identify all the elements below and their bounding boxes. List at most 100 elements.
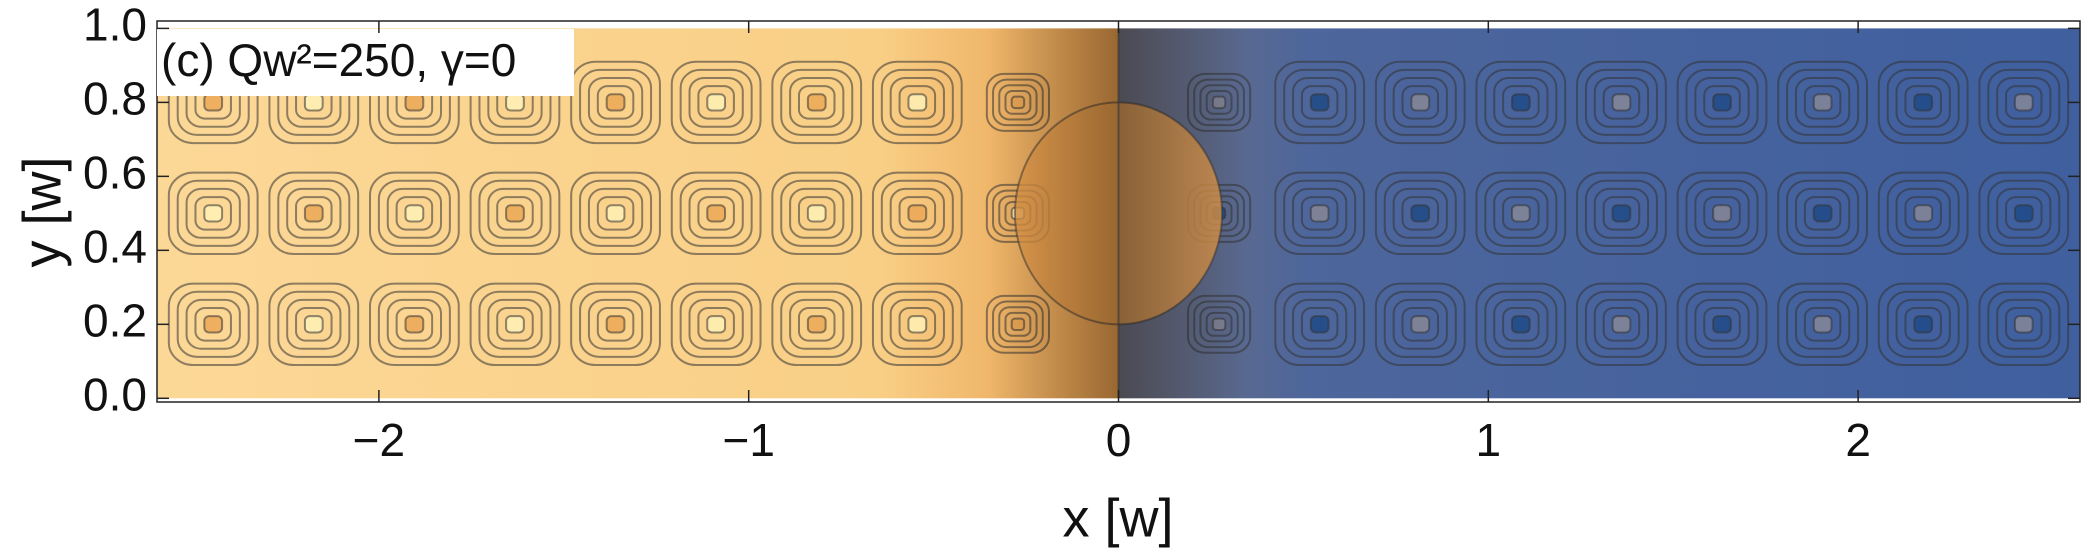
contour-line [1913,93,1934,112]
contour-line [1410,315,1431,334]
contour-line [688,76,744,128]
contour-line [1300,196,1339,231]
contour-line [1309,93,1330,112]
contour-line [771,60,863,145]
contour-line [303,315,324,334]
contour-line [1584,68,1658,136]
contour-line [688,298,744,350]
contour-line [469,282,561,367]
contour-line [194,307,232,342]
contour-line [1493,298,1549,350]
contour-line [1392,76,1448,128]
contour-line [1703,307,1741,342]
contour-line [1584,179,1658,247]
y-tick-label: 0.0 [83,368,147,420]
contour-line [1493,187,1549,239]
contour-line [1374,60,1466,145]
contour-line [1475,171,1567,256]
contour-line [1685,179,1759,247]
contour-line [369,171,460,256]
contour-line [1712,93,1732,112]
contour-line [706,93,727,112]
contour-line [1777,171,1868,256]
contour-line [697,196,735,231]
contour-line [286,298,342,350]
contour-line [907,315,928,334]
contour-line [1309,315,1330,334]
contour-line [1292,298,1348,350]
contour-line [1694,298,1750,350]
contour-line [2005,85,2043,120]
contour-line [1904,307,1942,342]
contour-line [871,282,963,367]
contour-line [404,315,425,334]
contour-line [880,290,954,358]
contour-line [404,204,425,223]
contour-line [1877,60,1969,145]
contour-line [1611,204,1632,223]
y-tick-label: 0.6 [83,147,147,199]
contour-line [596,196,635,231]
contour-line [1794,298,1851,350]
contour-line [386,298,443,350]
contour-line [1300,307,1339,342]
contour-line [679,179,753,247]
contour-line [889,76,945,128]
contour-line [1475,60,1567,145]
contour-line [1576,282,1667,367]
contour-line [2013,93,2034,112]
contour-line [377,179,451,247]
contour-line [1410,93,1431,112]
contour-line [1493,76,1549,128]
y-axis-label: y [w] [12,156,72,267]
contour-line [1484,68,1558,136]
y-tick-label: 1.0 [83,0,147,51]
contour-line [2013,315,2034,334]
contour-line [176,179,250,247]
contour-line [2005,307,2043,342]
field-right [1118,28,2080,399]
contour-line [1392,298,1448,350]
contour-line [889,298,945,350]
contour-line [570,60,661,145]
x-tick-label: 1 [1476,414,1502,466]
contour-line [789,298,845,350]
contour-line [1812,204,1833,223]
contour-line [268,282,360,367]
annotation: (c) Qw²=250, γ=0 [161,34,516,86]
contour-line [1584,290,1658,358]
contour-line [203,93,224,112]
contour-line [605,204,626,223]
contour-line [880,68,954,136]
contour-line [1712,204,1732,223]
x-tick-label: 2 [1845,414,1871,466]
contour-line [1676,282,1768,367]
contour-line [1593,187,1650,239]
contour-line [579,179,653,247]
contour-line [907,93,928,112]
contour-line [579,290,653,358]
contour-line [1484,290,1558,358]
contour-line [295,196,333,231]
contour-line [1777,60,1868,145]
contour-line [1484,179,1558,247]
contour-line [505,315,525,334]
contour-line [1712,315,1732,334]
contour-line [605,93,626,112]
contour-line [1895,187,1951,239]
contour-line [1292,76,1348,128]
x-tick-label: −1 [722,414,774,466]
x-tick-label: −2 [353,414,405,466]
contour-line [1383,68,1457,136]
x-axis-label: x [w] [1062,488,1173,548]
contour-line [907,204,928,223]
contour-line [1383,290,1457,358]
contour-line [303,204,324,223]
contour-line [806,315,827,334]
contour-line [203,204,224,223]
contour-line [377,290,451,358]
contour-line [1685,290,1759,358]
contour-line [587,76,644,128]
contour-line [670,60,762,145]
